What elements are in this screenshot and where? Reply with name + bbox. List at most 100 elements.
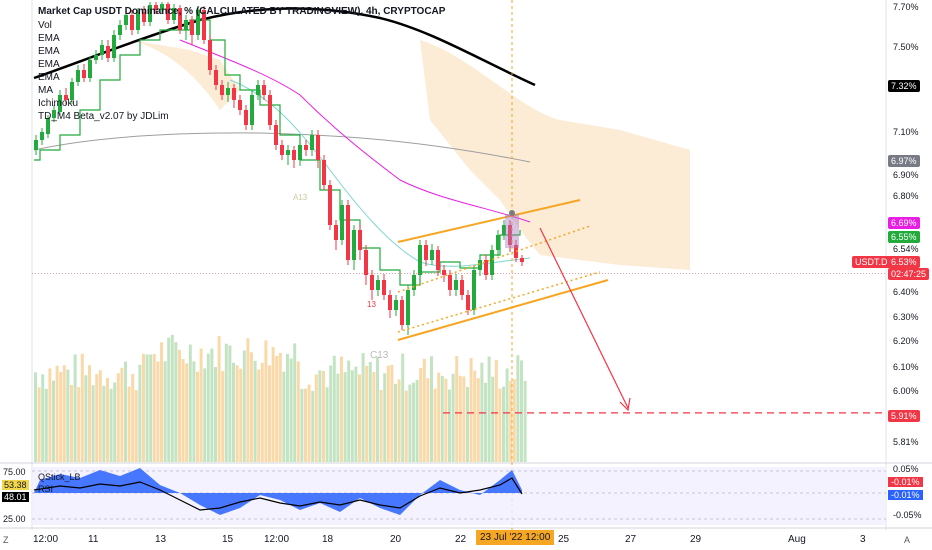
volume-bar (372, 371, 376, 462)
volume-bar (300, 388, 304, 462)
volume-bar (512, 379, 516, 462)
zoom-icon[interactable]: Z (3, 535, 9, 545)
auto-scale-button[interactable]: A (904, 535, 911, 545)
volume-bar (502, 386, 505, 462)
candle-body (424, 245, 428, 260)
volume-bar (325, 387, 329, 462)
candle-body (514, 245, 518, 258)
price-tick: 6.10% (893, 362, 919, 372)
candle-body (64, 95, 68, 100)
countdown-badge: 02:47:25 (888, 268, 930, 280)
ema-200-price-badge: 7.32% (888, 80, 920, 92)
osc-label-qstick[interactable]: QStick_LB (38, 472, 81, 482)
volume-bar (199, 348, 203, 462)
volume-bar (412, 382, 415, 462)
a13-label: A13 (293, 193, 308, 202)
candle-body (214, 70, 218, 85)
candle-body (292, 150, 296, 160)
osc-label-rsi[interactable]: RSI (38, 484, 54, 494)
candle-body (358, 230, 362, 250)
oscillator-background (32, 467, 886, 525)
volume-bar (52, 380, 55, 462)
osc-tick: 25.00 (3, 514, 26, 524)
candle-body (136, 12, 140, 30)
candle-body (148, 5, 152, 22)
ema-teal-line (229, 79, 531, 267)
volume-bar (289, 358, 293, 462)
volume-bar (170, 334, 174, 462)
price-tick: 6.40% (893, 287, 919, 297)
volume-bar (329, 365, 333, 462)
legend-ichimoku[interactable]: Ichimoku (38, 98, 79, 109)
volume-bar (149, 354, 153, 462)
volume-bar (185, 363, 189, 462)
volume-bar (109, 388, 113, 462)
volume-bar (451, 373, 455, 462)
candle-body (166, 4, 170, 20)
candle-body (334, 225, 338, 240)
candle-body (520, 258, 524, 262)
crosshair-time-label: 23 Jul '22 12:00 (476, 530, 555, 545)
candle-body (250, 95, 254, 125)
candle-body (82, 70, 86, 78)
legend-ma[interactable]: MA (38, 85, 53, 96)
legend-ema-2[interactable]: EMA (38, 46, 60, 57)
volume-bar (264, 340, 268, 462)
candle-body (430, 250, 434, 260)
time-tick: 15 (222, 534, 234, 545)
volume-bar (98, 370, 102, 462)
channel-lower-line (397, 279, 609, 341)
volume-bar (293, 343, 297, 462)
candle-body (382, 280, 386, 295)
osc-right-tick: -0.01% (888, 477, 923, 487)
legend-ema-1[interactable]: EMA (38, 33, 60, 44)
volume-bar (408, 384, 412, 462)
legend-ema-3[interactable]: EMA (38, 59, 60, 70)
candle-body (370, 275, 374, 290)
volume-bar (390, 364, 394, 462)
volume-bar (433, 388, 437, 462)
volume-bar (275, 355, 279, 462)
candle-body (298, 145, 302, 160)
volume-bar (487, 356, 491, 462)
candle-body (268, 95, 272, 125)
volume-bar (188, 344, 192, 462)
volume-bar (296, 361, 300, 462)
volume-bar (505, 368, 509, 462)
price-tick: 7.70% (893, 2, 919, 12)
candle-body (394, 300, 398, 310)
volume-bar (73, 354, 77, 462)
volume-bar (473, 370, 477, 462)
candle-body (346, 205, 350, 260)
volume-bar (106, 377, 109, 462)
volume-bar (91, 385, 95, 462)
volume-bar (401, 353, 405, 462)
volume-bar (214, 366, 217, 462)
volume-bar (250, 352, 253, 462)
volume-bar (232, 362, 235, 462)
time-tick: 12:00 (33, 534, 59, 545)
volume-bar (440, 375, 444, 462)
legend-td-m4[interactable]: TD_M4 Beta_v2.07 by JDLim (38, 111, 169, 122)
target-price-badge: 5.91% (888, 410, 920, 422)
time-tick: 18 (322, 534, 334, 545)
volume-bar (239, 368, 243, 462)
highlight-box (505, 214, 519, 248)
legend-vol[interactable]: Vol (38, 20, 52, 31)
time-tick: 22 (455, 534, 467, 545)
osc-tick: 48.01 (2, 492, 29, 502)
volume-bar (246, 338, 250, 462)
volume-bar (444, 378, 448, 462)
candle-body (286, 150, 290, 155)
ema-green-price-badge: 6.55% (888, 231, 920, 243)
volume-bar (224, 343, 228, 462)
legend-ema-4[interactable]: EMA (38, 72, 60, 83)
volume-bar (520, 360, 523, 462)
volume-bar (174, 342, 178, 462)
candle-body (106, 46, 110, 58)
candle-body (280, 145, 284, 155)
candle-body (310, 135, 314, 150)
volume-bar (163, 361, 167, 462)
